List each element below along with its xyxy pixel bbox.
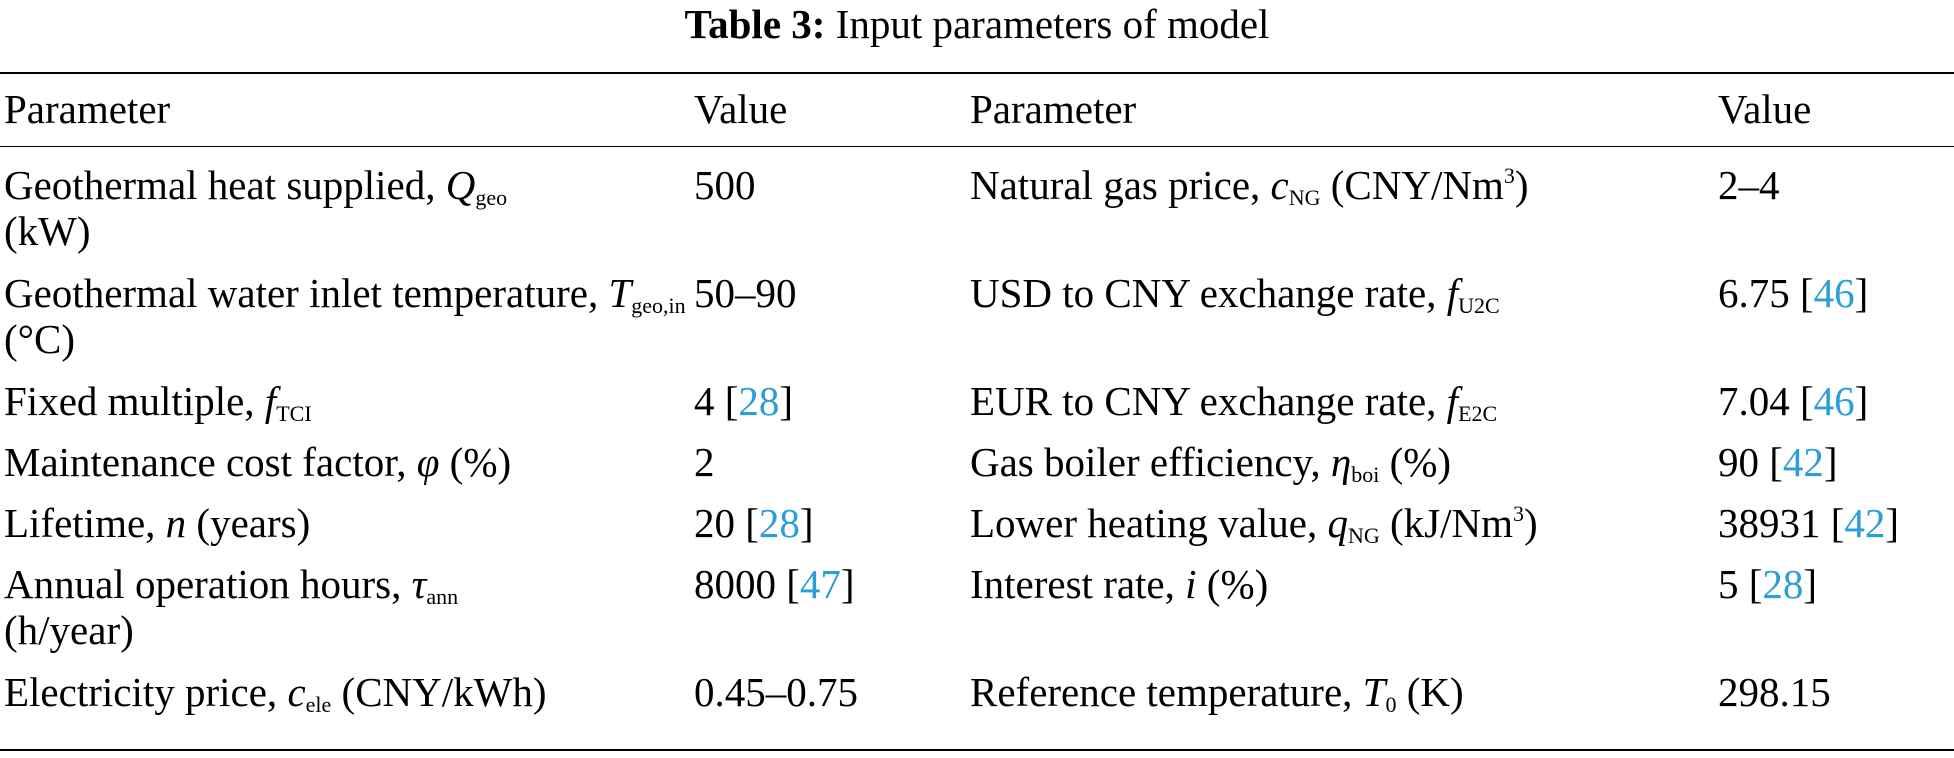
parameter-cell: Geothermal water inlet temperature, Tgeo… — [4, 270, 686, 362]
reference-link[interactable]: 42 — [1782, 439, 1824, 485]
value-cell: 6.75 [46] — [1718, 270, 1869, 316]
value-cell: 0.45–0.75 — [694, 669, 858, 715]
table-bottom-rule — [0, 749, 1954, 751]
table-top-rule — [0, 72, 1954, 74]
value-cell: 500 — [694, 162, 756, 208]
parameter-cell: Maintenance cost factor, φ (%) — [4, 439, 512, 485]
parameter-cell: Natural gas price, cNG (CNY/Nm3) — [970, 162, 1529, 210]
table-row: Geothermal heat supplied, Qgeo (kW) 500 … — [0, 152, 1954, 260]
reference-link[interactable]: 47 — [799, 561, 841, 607]
reference-link[interactable]: 42 — [1844, 500, 1886, 546]
value-cell: 4 [28] — [694, 378, 794, 424]
parameter-cell: Gas boiler efficiency, ηboi (%) — [970, 439, 1452, 487]
reference-link[interactable]: 28 — [758, 500, 800, 546]
value-cell: 5 [28] — [1718, 561, 1818, 607]
reference-link[interactable]: 28 — [738, 378, 780, 424]
parameters-table: Parameter Value Parameter Value Geotherm… — [0, 80, 1954, 720]
value-cell: 90 [42] — [1718, 439, 1838, 485]
value-cell: 2–4 — [1718, 162, 1780, 208]
header-value-right: Value — [1718, 86, 1812, 132]
value-cell: 8000 [47] — [694, 561, 855, 607]
header-parameter-right: Parameter — [970, 86, 1137, 132]
value-cell: 50–90 — [694, 270, 797, 316]
reference-link[interactable]: 46 — [1813, 270, 1855, 316]
parameter-cell: Fixed multiple, fTCI — [4, 378, 312, 426]
value-cell: 38931 [42] — [1718, 500, 1900, 546]
header-parameter-left: Parameter — [4, 86, 171, 132]
value-cell: 298.15 — [1718, 669, 1831, 715]
table-row: Geothermal water inlet temperature, Tgeo… — [0, 260, 1954, 368]
parameter-cell: Reference temperature, T0 (K) — [970, 669, 1464, 717]
table-row: Lifetime, n (years) 20 [28] Lower heatin… — [0, 490, 1954, 551]
table-row: Maintenance cost factor, φ (%) 2 Gas boi… — [0, 429, 1954, 490]
parameter-cell: USD to CNY exchange rate, fU2C — [970, 270, 1500, 318]
value-cell: 2 — [694, 439, 715, 485]
table-header-rule — [0, 146, 1954, 147]
reference-link[interactable]: 28 — [1762, 561, 1804, 607]
table-caption-text: Input parameters of model — [835, 1, 1270, 47]
value-cell: 20 [28] — [694, 500, 814, 546]
parameter-cell: Lower heating value, qNG (kJ/Nm3) — [970, 500, 1538, 548]
parameter-cell: Geothermal heat supplied, Qgeo (kW) — [4, 162, 508, 254]
parameter-cell: Interest rate, i (%) — [970, 561, 1269, 607]
table-row: Electricity price, cele (CNY/kWh) 0.45–0… — [0, 659, 1954, 720]
table-caption: Table 3: Input parameters of model — [0, 0, 1954, 48]
table-header-row: Parameter Value Parameter Value — [0, 80, 1954, 152]
parameter-cell: Electricity price, cele (CNY/kWh) — [4, 669, 547, 717]
parameter-cell: EUR to CNY exchange rate, fE2C — [970, 378, 1498, 426]
parameter-cell: Annual operation hours, τann (h/year) — [4, 561, 459, 653]
value-cell: 7.04 [46] — [1718, 378, 1869, 424]
table-caption-label: Table 3: — [684, 1, 826, 47]
table-row: Fixed multiple, fTCI 4 [28] EUR to CNY e… — [0, 368, 1954, 429]
reference-link[interactable]: 46 — [1813, 378, 1855, 424]
parameter-cell: Lifetime, n (years) — [4, 500, 311, 546]
header-value-left: Value — [694, 86, 788, 132]
table-row: Annual operation hours, τann (h/year) 80… — [0, 551, 1954, 659]
